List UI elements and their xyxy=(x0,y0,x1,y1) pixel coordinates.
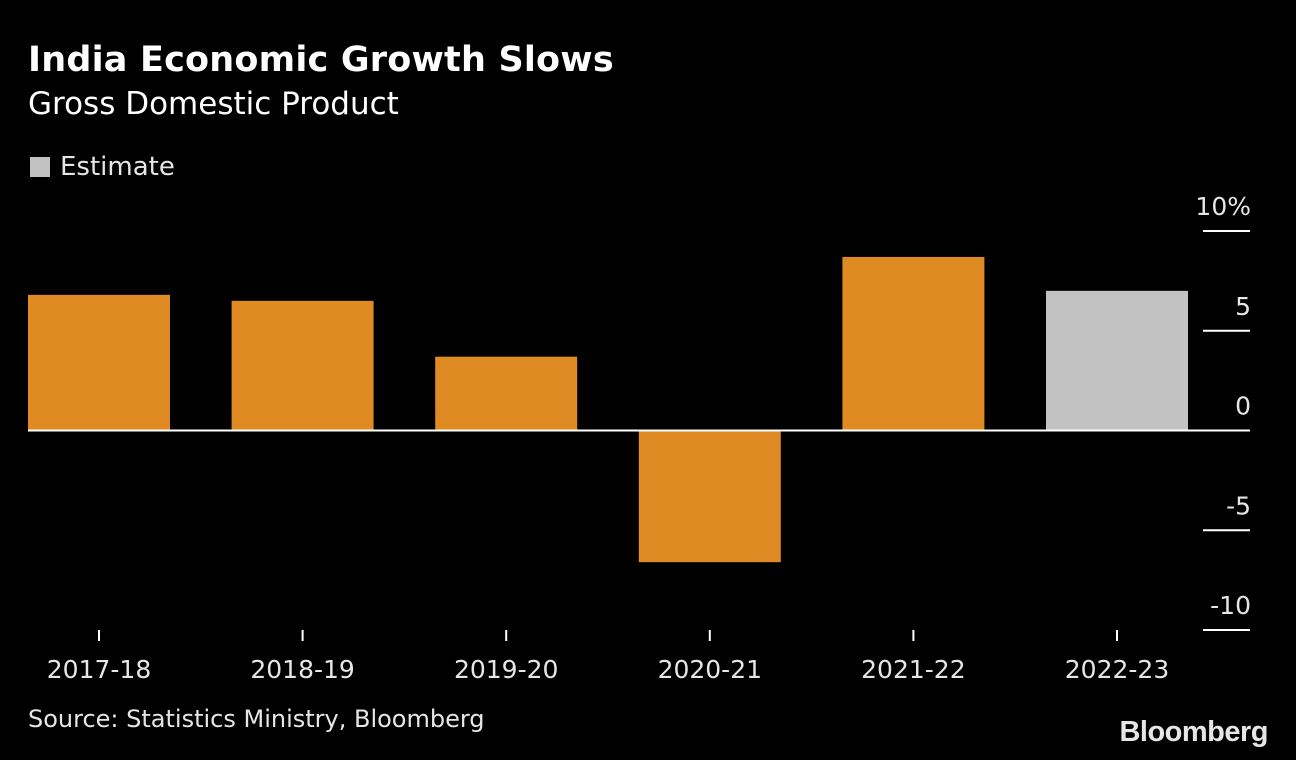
bloomberg-logo: Bloomberg xyxy=(1119,716,1268,748)
bar-2020-21 xyxy=(638,430,781,563)
chart-title: India Economic Growth Slows xyxy=(28,40,614,80)
bar-2022-23 xyxy=(1046,290,1188,431)
bar-chart: 10% 5 0 -5 -10 2017-18 2018-19 2019-20 2020-21 20… xyxy=(28,192,1251,684)
bar-2017-18 xyxy=(28,294,170,431)
y-tick-label: 10% xyxy=(1195,192,1251,221)
source-note: Source: Statistics Ministry, Bloomberg xyxy=(28,705,485,733)
y-tick-label: 0 xyxy=(1235,392,1251,421)
y-tick-label: 5 xyxy=(1235,292,1251,321)
bar-2019-20 xyxy=(435,356,578,431)
bar-2018-19 xyxy=(231,300,374,431)
y-tick-label: -10 xyxy=(1210,591,1251,620)
x-tick-label: 2020-21 xyxy=(658,655,762,684)
x-tick-label: 2018-19 xyxy=(250,655,354,684)
y-tick-label: -5 xyxy=(1226,491,1251,520)
chart-subtitle: Gross Domestic Product xyxy=(28,86,399,122)
x-tick-label: 2019-20 xyxy=(454,655,558,684)
legend-label-estimate: Estimate xyxy=(60,152,175,182)
bar-2021-22 xyxy=(842,256,985,431)
x-tick-label: 2022-23 xyxy=(1065,655,1169,684)
x-tick-label: 2017-18 xyxy=(47,655,151,684)
legend: Estimate xyxy=(30,152,175,182)
legend-swatch-estimate xyxy=(30,157,50,177)
x-tick-label: 2021-22 xyxy=(861,655,965,684)
